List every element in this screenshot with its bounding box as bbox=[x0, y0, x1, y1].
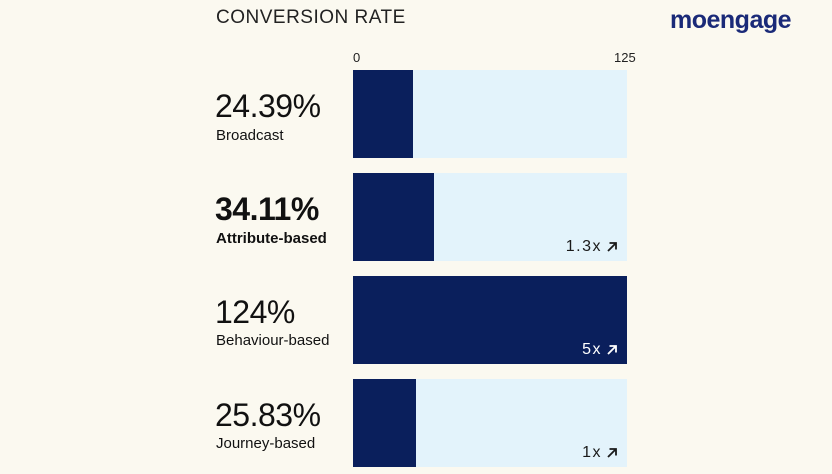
arrow-up-right-icon bbox=[607, 345, 617, 355]
arrow-up-right-icon bbox=[607, 242, 617, 252]
bar-behaviour-based bbox=[353, 276, 627, 364]
category-label-attribute-based: Attribute-based bbox=[216, 230, 327, 247]
multiplier-text: 5x bbox=[582, 341, 602, 358]
multiplier-journey-based: 1x bbox=[582, 444, 619, 462]
value-label-attribute-based: 34.11% bbox=[215, 191, 319, 227]
bar-track-journey-based: 1x bbox=[353, 379, 627, 467]
multiplier-text: 1x bbox=[582, 444, 602, 461]
category-label-journey-based: Journey-based bbox=[216, 435, 316, 452]
bar-attribute-based bbox=[353, 173, 435, 261]
bar-journey-based bbox=[353, 379, 417, 467]
axis-tick-min: 0 bbox=[353, 50, 361, 65]
bar-track-attribute-based: 1.3x bbox=[353, 173, 627, 261]
axis-tick-max: 125 bbox=[614, 50, 636, 65]
value-label-behaviour-based: 124% bbox=[215, 294, 295, 330]
value-label-journey-based: 25.83% bbox=[215, 397, 321, 433]
multiplier-attribute-based: 1.3x bbox=[566, 238, 619, 256]
moengage-logo: moengage bbox=[670, 6, 792, 34]
multiplier-behaviour-based: 5x bbox=[582, 341, 619, 359]
category-label-broadcast: Broadcast bbox=[216, 127, 284, 144]
arrow-up-right-icon bbox=[607, 448, 617, 458]
value-label-broadcast: 24.39% bbox=[215, 88, 321, 124]
bar-track-behaviour-based: 5x bbox=[353, 276, 627, 364]
bar-broadcast bbox=[353, 70, 414, 158]
category-label-behaviour-based: Behaviour-based bbox=[216, 332, 330, 349]
multiplier-text: 1.3x bbox=[565, 238, 602, 255]
chart-title: CONVERSION RATE bbox=[216, 7, 406, 28]
bar-track-broadcast bbox=[353, 70, 627, 158]
